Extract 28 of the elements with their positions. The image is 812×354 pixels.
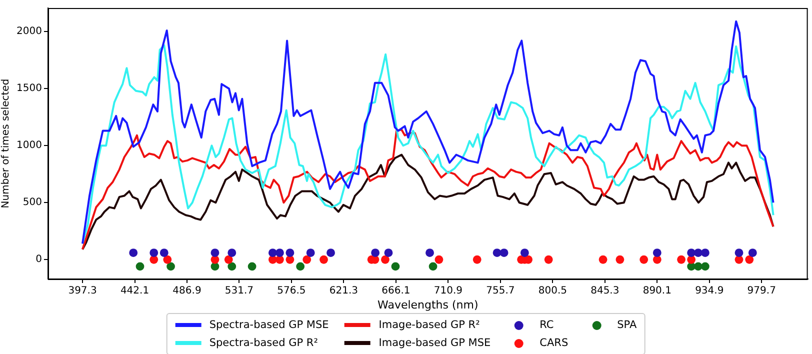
x-tick-label: 755.7: [486, 286, 515, 297]
x-tick-label: 666.1: [382, 286, 410, 297]
x-tick-label: 531.7: [224, 286, 254, 297]
y-tick-label: 2000: [16, 26, 42, 38]
x-tick-label: 486.9: [172, 286, 202, 297]
y-tick-label: 1500: [16, 83, 42, 94]
legend-label: Spectra-based GP R²: [209, 337, 318, 349]
legend-label: Image-based GP MSE: [378, 337, 491, 349]
x-axis-title: Wavelengths (nm): [378, 298, 478, 312]
x-tick-label: 576.5: [277, 286, 306, 297]
x-tick-label: 621.3: [329, 286, 358, 297]
y-tick-label: 0: [36, 254, 42, 266]
x-tick-label: 979.7: [747, 286, 776, 297]
y-tick-label: 500: [22, 197, 42, 208]
legend-label: SPA: [617, 319, 637, 331]
x-tick-label: 397.3: [68, 286, 97, 297]
x-tick-label: 442.1: [120, 286, 150, 297]
legend-label: CARS: [540, 337, 568, 349]
x-tick-label: 934.9: [695, 286, 724, 297]
legend-label: Image-based GP R²: [378, 319, 480, 331]
x-tick-label: 845.3: [590, 286, 620, 297]
legend-label: RC: [540, 319, 554, 331]
y-axis-title: Number of times selected: [0, 78, 12, 208]
x-tick-label: 710.9: [434, 286, 463, 297]
x-tick-label: 890.1: [642, 286, 672, 297]
legend-label: Spectra-based GP MSE: [209, 319, 329, 331]
y-tick-label: 1000: [16, 140, 42, 152]
x-tick-label: 800.5: [538, 286, 567, 297]
